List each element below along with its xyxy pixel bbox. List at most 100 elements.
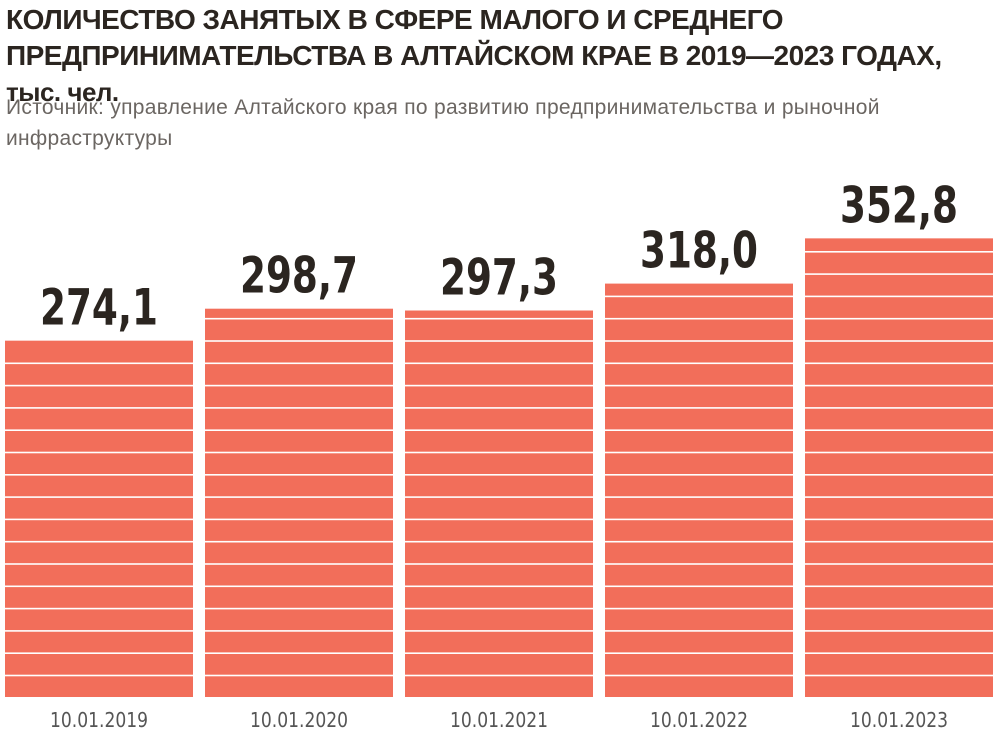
bar-stripe: [405, 317, 593, 320]
bar-stripe: [605, 295, 793, 298]
bar-stripe: [605, 407, 793, 409]
bar-stripe: [405, 384, 593, 387]
bar-stripe: [5, 384, 193, 387]
bar-stripe: [205, 474, 393, 476]
bar-stripe: [405, 607, 593, 610]
bar-stripe: [805, 518, 993, 521]
bar-stripe: [205, 607, 393, 610]
source-note: Источник: управление Алтайского края по …: [6, 96, 880, 150]
chart-title: КОЛИЧЕСТВО ЗАНЯТЫХ В СФЕРЕ МАЛОГО И СРЕД…: [6, 2, 991, 110]
bar-stripe: [805, 674, 993, 677]
bar-10.01.2021: [405, 310, 593, 697]
bar-stripe: [5, 474, 193, 476]
bar-stripe: [5, 496, 193, 498]
bar-stripe: [205, 518, 393, 521]
bar-stripe: [405, 652, 593, 654]
bar-stripe: [805, 563, 993, 565]
bar-stripe: [205, 652, 393, 654]
bar-stripe: [805, 585, 993, 588]
bar-stripe: [805, 496, 993, 498]
bar-stripe: [205, 540, 393, 543]
bar-stripe: [405, 429, 593, 431]
bar-stripe: [605, 362, 793, 365]
value-label: 318,0: [640, 222, 758, 280]
value-label: 352,8: [840, 176, 958, 234]
bar-stripe: [805, 630, 993, 632]
chart-unit: тыс. чел.: [6, 77, 119, 107]
bar-stripe: [5, 429, 193, 431]
bar-stripe: [805, 429, 993, 431]
bar-stripe: [605, 540, 793, 543]
bar-stripe: [205, 674, 393, 677]
x-tick-label: 10.01.2021: [450, 708, 548, 732]
chart-title-text: КОЛИЧЕСТВО ЗАНЯТЫХ В СФЕРЕ МАЛОГО И СРЕД…: [6, 4, 942, 71]
bar-stripe: [805, 652, 993, 654]
bar-stripe: [405, 407, 593, 409]
bar-stripe: [205, 630, 393, 632]
x-tick-label: 10.01.2019: [50, 708, 148, 732]
bar-stripe: [405, 540, 593, 543]
bar-stripe: [405, 474, 593, 476]
bar-stripe: [805, 451, 993, 454]
bar-stripe: [5, 518, 193, 521]
bar-stripe: [405, 340, 593, 342]
bar-stripe: [605, 585, 793, 588]
bar-stripe: [605, 674, 793, 677]
bar-stripe: [205, 384, 393, 387]
bar-stripe: [805, 407, 993, 409]
bar-stripe: [805, 295, 993, 298]
bar-stripe: [5, 407, 193, 409]
value-label: 297,3: [440, 249, 558, 307]
bar-stripe: [605, 384, 793, 387]
bar-stripe: [205, 407, 393, 409]
bar-stripe: [5, 674, 193, 677]
bar-stripe: [405, 496, 593, 498]
bar-stripe: [805, 251, 993, 253]
bar-stripe: [205, 317, 393, 320]
bar-stripe: [805, 384, 993, 387]
bar-stripe: [605, 563, 793, 565]
bar-stripe: [605, 630, 793, 632]
bar-stripe: [805, 607, 993, 610]
bar-stripe: [205, 429, 393, 431]
bar-stripe: [205, 585, 393, 588]
bar-stripe: [205, 451, 393, 454]
bar-stripe: [405, 630, 593, 632]
bar-stripe: [605, 451, 793, 454]
bar-stripe: [5, 563, 193, 565]
x-tick-label: 10.01.2023: [850, 708, 948, 732]
bar-10.01.2020: [205, 308, 393, 697]
bar-stripe: [605, 496, 793, 498]
bar-stripe: [805, 362, 993, 365]
value-label: 274,1: [40, 279, 158, 337]
bar-stripe: [405, 518, 593, 521]
bar-stripe: [205, 496, 393, 498]
bar-stripe: [5, 451, 193, 454]
bar-stripe: [5, 652, 193, 654]
bar-stripe: [805, 340, 993, 342]
bar-stripe: [605, 340, 793, 342]
bar-stripe: [205, 362, 393, 365]
bar-stripe: [605, 317, 793, 320]
bar-stripe: [5, 585, 193, 588]
bar-stripe: [605, 429, 793, 431]
bar-stripe: [5, 362, 193, 365]
bar-stripe: [605, 518, 793, 521]
value-label: 298,7: [240, 247, 358, 305]
bar-stripe: [5, 607, 193, 610]
bar-stripe: [805, 317, 993, 320]
bar-10.01.2022: [605, 283, 793, 697]
bar-stripe: [405, 674, 593, 677]
bar-stripe: [605, 607, 793, 610]
bar-stripe: [405, 563, 593, 565]
bar-stripe: [405, 362, 593, 365]
x-tick-label: 10.01.2020: [250, 708, 348, 732]
bar-stripe: [805, 273, 993, 275]
bar-stripe: [405, 451, 593, 454]
bar-10.01.2023: [805, 238, 993, 698]
bar-stripe: [605, 474, 793, 476]
bar-stripe: [805, 540, 993, 543]
bar-stripe: [205, 340, 393, 342]
bar-stripe: [205, 563, 393, 565]
